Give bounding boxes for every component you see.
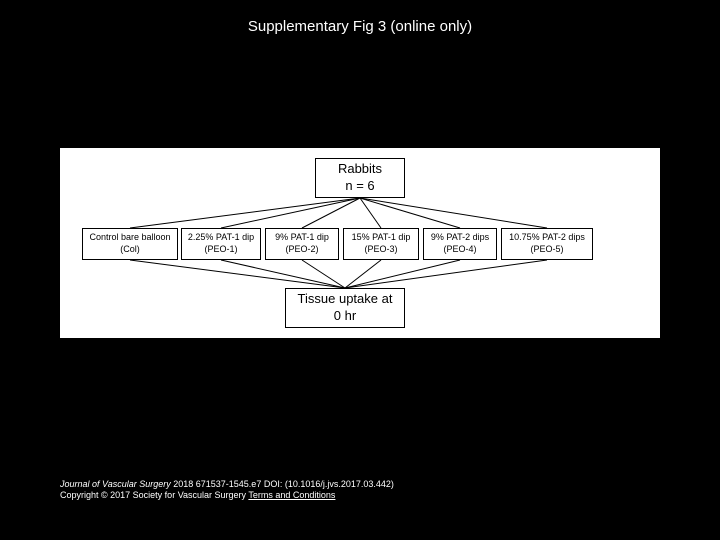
leaf-node-line1: 9% PAT-1 dip [268,232,336,244]
leaf-node-line2: (PEO-4) [426,244,494,256]
leaf-node: 15% PAT-1 dip(PEO-3) [343,228,419,260]
leaf-node: 9% PAT-2 dips(PEO-4) [423,228,497,260]
leaf-node-line2: (PEO-2) [268,244,336,256]
leaf-node-line1: 15% PAT-1 dip [346,232,416,244]
leaf-node-line1: Control bare balloon [85,232,175,244]
sink-node: Tissue uptake at 0 hr [285,288,405,328]
citation-journal: Journal of Vascular Surgery [60,479,171,489]
leaf-node-line2: (Col) [85,244,175,256]
root-node: Rabbits n = 6 [315,158,405,198]
sink-node-line1: Tissue uptake at [286,291,404,308]
sink-node-line2: 0 hr [286,308,404,325]
flow-diagram: Rabbits n = 6 Control bare balloon(Col)2… [60,148,660,338]
leaf-node-line2: (PEO-5) [504,244,590,256]
terms-link[interactable]: Terms and Conditions [248,490,335,500]
root-node-line2: n = 6 [316,178,404,195]
figure-title: Supplementary Fig 3 (online only) [0,18,720,35]
leaf-node-line2: (PEO-3) [346,244,416,256]
leaf-node: 2.25% PAT-1 dip(PEO-1) [181,228,261,260]
leaf-node-line2: (PEO-1) [184,244,258,256]
leaf-node-line1: 10.75% PAT-2 dips [504,232,590,244]
citation-details: 2018 671537-1545.e7 DOI: (10.1016/j.jvs.… [171,479,394,489]
citation-block: Journal of Vascular Surgery 2018 671537-… [60,479,394,502]
root-node-line1: Rabbits [316,161,404,178]
leaf-node-line1: 2.25% PAT-1 dip [184,232,258,244]
leaf-node: 9% PAT-1 dip(PEO-2) [265,228,339,260]
leaf-node: Control bare balloon(Col) [82,228,178,260]
citation-copyright: Copyright © 2017 Society for Vascular Su… [60,490,248,500]
leaf-node-line1: 9% PAT-2 dips [426,232,494,244]
leaf-node: 10.75% PAT-2 dips(PEO-5) [501,228,593,260]
